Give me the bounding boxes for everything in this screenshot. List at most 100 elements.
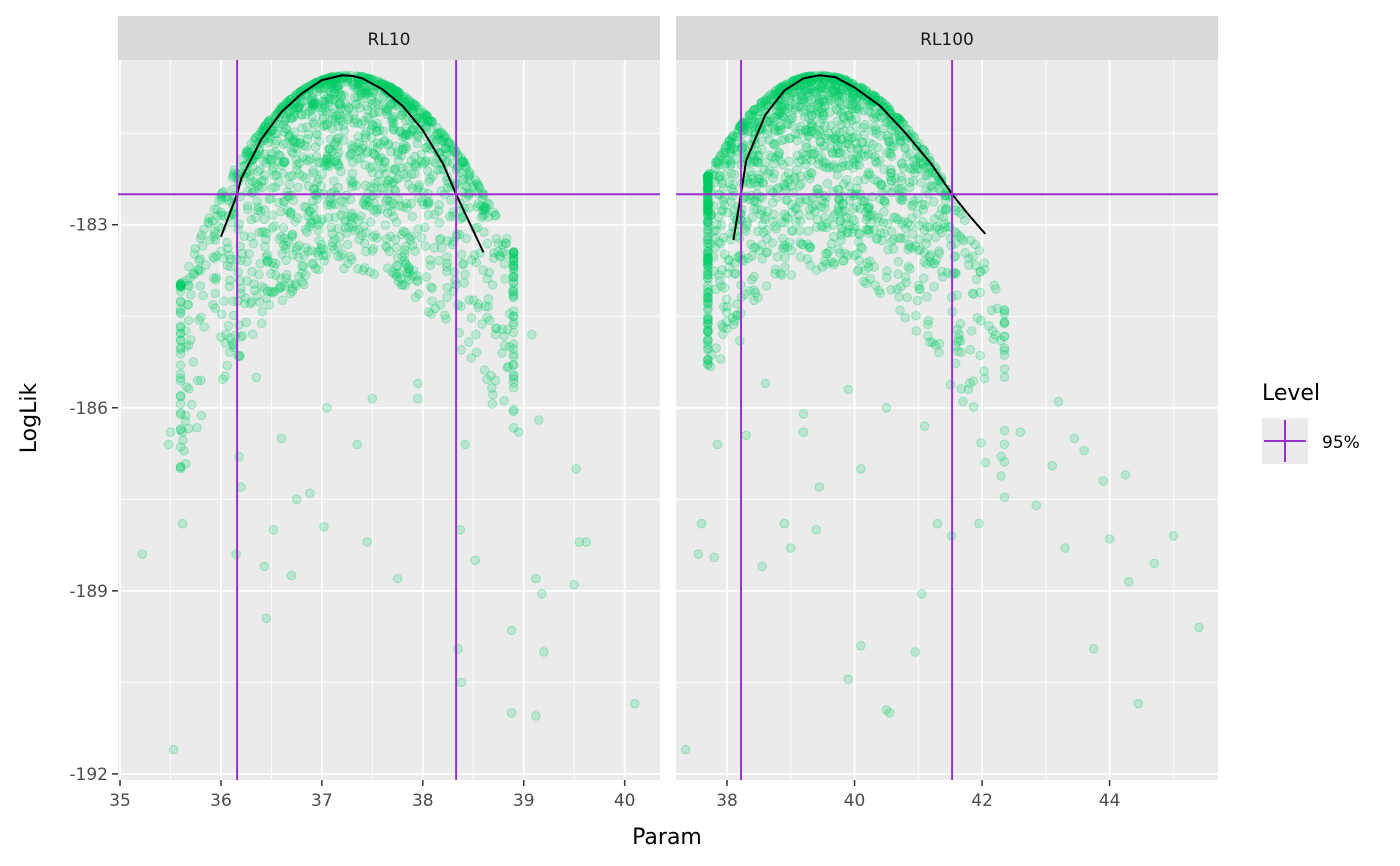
scatter-point — [761, 281, 772, 291]
scatter-point — [246, 215, 257, 225]
scatter-point — [399, 169, 409, 180]
scatter-point — [457, 157, 467, 168]
scatter-point — [340, 216, 351, 227]
scatter-point — [279, 196, 289, 207]
scatter-point — [175, 308, 186, 319]
scatter-point — [999, 439, 1010, 450]
scatter-point — [928, 259, 939, 269]
scatter-point — [730, 315, 740, 326]
scatter-point — [500, 274, 511, 284]
scatter-point — [292, 164, 302, 175]
scatter-point — [329, 103, 339, 114]
scatter-point — [293, 102, 304, 113]
scatter-point — [467, 255, 477, 265]
x-tick-label: 36 — [210, 791, 232, 811]
scatter-point — [741, 430, 751, 441]
scatter-point — [703, 355, 713, 366]
scatter-point — [435, 233, 446, 244]
scatter-point — [326, 222, 337, 233]
scatter-point — [372, 204, 383, 214]
scatter-point — [267, 223, 278, 233]
scatter-point — [844, 111, 854, 121]
scatter-point — [826, 95, 836, 105]
scatter-point — [175, 328, 186, 339]
scatter-point — [915, 283, 925, 294]
scatter-point — [906, 213, 917, 223]
scatter-point — [881, 403, 892, 413]
scatter-point — [349, 142, 360, 152]
scatter-point — [194, 256, 205, 266]
scatter-point — [421, 143, 431, 153]
scatter-point — [359, 221, 369, 232]
scatter-point — [781, 195, 791, 205]
scatter-point — [480, 204, 490, 214]
scatter-point — [407, 211, 418, 222]
scatter-point — [419, 199, 429, 210]
scatter-point — [379, 79, 390, 90]
scatter-point — [333, 121, 344, 131]
scatter-point — [372, 143, 383, 153]
scatter-point — [216, 246, 227, 256]
scatter-point — [923, 315, 934, 326]
scatter-point — [462, 181, 472, 192]
scatter-point — [436, 127, 447, 138]
scatter-point — [442, 252, 452, 262]
scatter-point — [210, 288, 221, 299]
scatter-point — [506, 708, 517, 718]
scatter-point — [346, 149, 356, 159]
scatter-point — [996, 471, 1006, 481]
scatter-point — [278, 223, 289, 233]
scatter-point — [703, 171, 713, 181]
scatter-point — [963, 384, 974, 395]
scatter-point — [393, 155, 404, 166]
scatter-point — [304, 221, 314, 232]
scatter-point — [280, 123, 291, 134]
scatter-point — [328, 84, 339, 94]
scatter-point — [749, 285, 759, 295]
scatter-point — [727, 184, 737, 194]
scatter-point — [323, 97, 334, 107]
scatter-point — [301, 91, 312, 101]
scatter-point — [332, 82, 343, 93]
scatter-point — [359, 116, 369, 126]
scatter-point — [277, 160, 287, 170]
scatter-point — [320, 97, 330, 107]
scatter-point — [927, 337, 938, 348]
scatter-point — [280, 244, 291, 254]
scatter-point — [442, 266, 452, 277]
scatter-point — [288, 112, 299, 122]
scatter-point — [1098, 476, 1108, 486]
scatter-point — [313, 102, 324, 113]
scatter-point — [508, 255, 519, 266]
scatter-point — [508, 378, 519, 388]
x-tick-label: 42 — [971, 791, 993, 811]
scatter-point — [482, 198, 493, 208]
scatter-point — [492, 323, 502, 334]
scatter-point — [773, 151, 784, 161]
scatter-point — [782, 213, 793, 223]
scatter-point — [175, 281, 186, 291]
scatter-point — [193, 264, 203, 275]
scatter-point — [263, 116, 274, 127]
scatter-point — [281, 113, 291, 123]
scatter-point — [487, 280, 498, 290]
scatter-point — [401, 241, 411, 252]
scatter-point — [508, 249, 519, 260]
scatter-point — [488, 390, 498, 400]
scatter-point — [281, 273, 291, 283]
scatter-point — [442, 258, 453, 269]
scatter-point — [409, 168, 420, 179]
scatter-point — [497, 348, 507, 359]
scatter-point — [298, 171, 308, 181]
scatter-point — [360, 180, 371, 191]
scatter-point — [443, 137, 453, 148]
scatter-point — [379, 157, 390, 167]
scatter-point — [261, 120, 271, 130]
scatter-point — [247, 176, 258, 187]
scatter-point — [296, 109, 307, 120]
scatter-point — [975, 350, 986, 361]
scatter-point — [303, 211, 313, 221]
scatter-point — [968, 376, 979, 386]
scatter-point — [404, 232, 414, 243]
facet-panel-rl100: RL100 38 40 42 44 — [676, 16, 1218, 811]
